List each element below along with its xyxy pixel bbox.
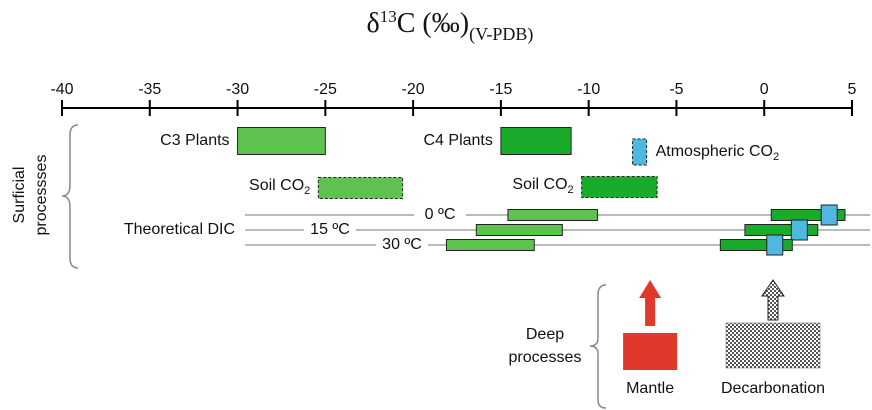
label-text: C4 Plants [424, 132, 493, 149]
x-tick-label: -10 [577, 81, 600, 98]
dic-row-label: 30 ºC [382, 236, 422, 253]
label-text: C3 Plants [160, 132, 229, 149]
chart: Surficial processses Deep processes Theo… [0, 0, 872, 410]
x-tick-label: -20 [402, 81, 425, 98]
label-text: Atmospheric CO [656, 143, 773, 160]
source-label: Decarbonation [721, 380, 825, 397]
label-text: Soil CO [249, 177, 304, 194]
source-box [726, 323, 820, 368]
x-tick-label: -35 [138, 81, 161, 98]
source-label: Mantle [626, 380, 674, 397]
x-tick-label: -15 [489, 81, 512, 98]
deep-brace [590, 285, 606, 408]
range-label: Atmospheric CO2 [656, 143, 780, 163]
x-tick-label: -30 [226, 81, 249, 98]
title-sub: (V-PDB) [469, 24, 533, 45]
x-tick-label: -5 [669, 81, 683, 98]
title-part: C (‰) [397, 8, 469, 39]
range-label: C3 Plants [160, 132, 229, 149]
dic-marker [791, 220, 807, 240]
range-bar [238, 128, 326, 155]
group-label: Surficial [11, 167, 28, 224]
label-sub: 2 [568, 184, 574, 196]
source-arrow [639, 280, 661, 326]
label-sub: 2 [773, 151, 779, 163]
dic-marker [821, 205, 837, 225]
x-tick-label: 5 [848, 81, 857, 98]
dic-c3-bar [476, 225, 562, 236]
range-bar [501, 128, 571, 155]
label-sub: 2 [304, 185, 310, 197]
x-tick-label: -40 [50, 81, 73, 98]
dic-c3-bar [446, 240, 534, 251]
dic-marker [767, 235, 783, 255]
dic-label: Theoretical DIC [124, 221, 235, 238]
range-label: Soil CO2 [512, 176, 573, 196]
deep-label: Deep [526, 326, 564, 343]
range-bar [633, 139, 647, 165]
range-label: C4 Plants [424, 132, 493, 149]
chart-title: δ13C (‰)(V-PDB) [367, 7, 534, 45]
dic-row-label: 15 ºC [310, 221, 350, 238]
dic-c3-bar [508, 210, 598, 221]
group-label: processses [33, 155, 50, 236]
dic-row-label: 0 ºC [425, 206, 456, 223]
source-box [623, 333, 677, 370]
label-text: Soil CO [512, 176, 567, 193]
title-sup: 13 [380, 7, 397, 26]
surficial-brace [62, 125, 78, 268]
deep-label: processes [509, 349, 582, 366]
x-tick-label: -25 [314, 81, 337, 98]
title-part: δ [367, 8, 380, 39]
x-tick-label: 0 [760, 81, 769, 98]
range-label: Soil CO2 [249, 177, 310, 197]
range-bar [582, 177, 657, 198]
range-bar [318, 178, 402, 199]
source-arrow [762, 280, 784, 320]
